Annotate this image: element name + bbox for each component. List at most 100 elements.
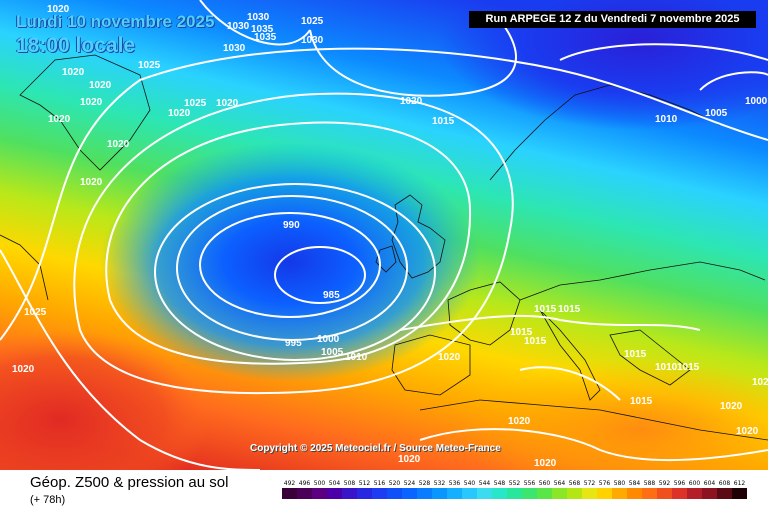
scale-step: 500 — [312, 479, 327, 499]
scale-step-label: 564 — [553, 480, 566, 487]
isobar-label: 985 — [323, 290, 340, 301]
isobar-1020-africa — [419, 428, 768, 462]
scale-step-label: 504 — [328, 480, 341, 487]
scale-step: 588 — [642, 479, 657, 499]
scale-step: 552 — [507, 479, 522, 499]
isobar-1020-sw — [0, 249, 261, 470]
scale-step-swatch — [642, 488, 657, 499]
isobar-label: 1010 — [655, 114, 678, 125]
central-europe-coast — [519, 261, 766, 301]
scale-step: 492 — [282, 479, 297, 499]
isobar-label: 1020 — [736, 426, 759, 437]
isobar-label: 1020 — [400, 96, 423, 107]
isobar-label: 1020 — [48, 114, 71, 125]
scale-step-label: 496 — [298, 480, 311, 487]
southwest-ridge — [0, 330, 210, 470]
scale-step-swatch — [537, 488, 552, 499]
scale-step: 548 — [492, 479, 507, 499]
scale-step-swatch — [492, 488, 507, 499]
isobar-label: 1020 — [438, 352, 461, 363]
isobar-label: 1015 — [677, 362, 700, 373]
scale-step-swatch — [672, 488, 687, 499]
scale-step-swatch — [387, 488, 402, 499]
lead-time: (+ 78h) — [30, 494, 66, 506]
isobar-label: 1025 — [184, 98, 207, 109]
isobar-label: 1020 — [80, 177, 103, 188]
scale-step-label: 528 — [418, 480, 431, 487]
scale-step-label: 500 — [313, 480, 326, 487]
scale-step: 528 — [417, 479, 432, 499]
isobar-label: 1025 — [24, 307, 47, 318]
scale-step-swatch — [657, 488, 672, 499]
scale-step-label: 556 — [523, 480, 536, 487]
scale-step-label: 512 — [358, 480, 371, 487]
isobar-label: 1025 — [138, 60, 161, 71]
scale-step: 604 — [702, 479, 717, 499]
scale-step: 576 — [597, 479, 612, 499]
scale-step-swatch — [702, 488, 717, 499]
isobar-label: 1010 — [345, 352, 368, 363]
scale-step-label: 592 — [658, 480, 671, 487]
isobar-label: 1015 — [630, 396, 653, 407]
scale-step: 596 — [672, 479, 687, 499]
isobar-990 — [199, 212, 381, 318]
greenland-coast — [19, 54, 151, 171]
scale-step-swatch — [432, 488, 447, 499]
north-america-coast — [0, 234, 49, 301]
scale-step-label: 600 — [688, 480, 701, 487]
scale-step: 580 — [612, 479, 627, 499]
scale-step-label: 576 — [598, 480, 611, 487]
isobar-1020-north — [309, 19, 517, 97]
scale-step-swatch — [417, 488, 432, 499]
scale-step-label: 544 — [478, 480, 491, 487]
isobar-label: 1030 — [223, 43, 246, 54]
scale-step-swatch — [282, 488, 297, 499]
scale-step-label: 604 — [703, 480, 716, 487]
scale-step-swatch — [567, 488, 582, 499]
scale-step-label: 516 — [373, 480, 386, 487]
isobar-label: 1035 — [254, 32, 277, 43]
isobar-1005-ne — [559, 43, 768, 61]
scale-step: 516 — [372, 479, 387, 499]
valid-date: Lundi 10 novembre 2025 — [16, 12, 215, 31]
scale-step-label: 552 — [508, 480, 521, 487]
isobar-label: 1020 — [89, 80, 112, 91]
scale-step-swatch — [552, 488, 567, 499]
isobar-label: 1015 — [624, 349, 647, 360]
scale-step-label: 568 — [568, 480, 581, 487]
isobar-1010 — [73, 92, 514, 395]
scale-step-swatch — [477, 488, 492, 499]
isobar-label: 1030 — [227, 21, 250, 32]
isobar-1000 — [154, 183, 436, 361]
scale-step-swatch — [597, 488, 612, 499]
scale-step-swatch — [357, 488, 372, 499]
scale-step: 540 — [462, 479, 477, 499]
scale-step-label: 536 — [448, 480, 461, 487]
run-info: Run ARPEGE 12 Z du Vendredi 7 novembre 2… — [469, 11, 756, 28]
scale-step-swatch — [297, 488, 312, 499]
legend-footer: Géop. Z500 & pression au sol (+ 78h) 492… — [0, 470, 768, 512]
scale-step: 584 — [627, 479, 642, 499]
scale-step: 568 — [567, 479, 582, 499]
scale-step: 608 — [717, 479, 732, 499]
isobar-1015-balkan — [519, 366, 621, 401]
isobar-label: 1020 — [534, 458, 557, 469]
iberia-coast — [391, 334, 471, 396]
scale-step: 536 — [447, 479, 462, 499]
scale-step-swatch — [402, 488, 417, 499]
isobar-label: 1020 — [107, 139, 130, 150]
isobar-995 — [176, 195, 408, 341]
scale-step-swatch — [327, 488, 342, 499]
scale-step-label: 532 — [433, 480, 446, 487]
isobar-label: 1025 — [301, 16, 324, 27]
scale-step-label: 596 — [673, 480, 686, 487]
scale-step-swatch — [372, 488, 387, 499]
isobar-label: 1020 — [398, 454, 421, 465]
isobar-label: 1015 — [524, 336, 547, 347]
isobar-label: 1020 — [12, 364, 35, 375]
scale-step-swatch — [717, 488, 732, 499]
isobar-label: 1020 — [168, 108, 191, 119]
scale-step-label: 584 — [628, 480, 641, 487]
scale-step-label: 612 — [733, 480, 746, 487]
scale-step: 592 — [657, 479, 672, 499]
